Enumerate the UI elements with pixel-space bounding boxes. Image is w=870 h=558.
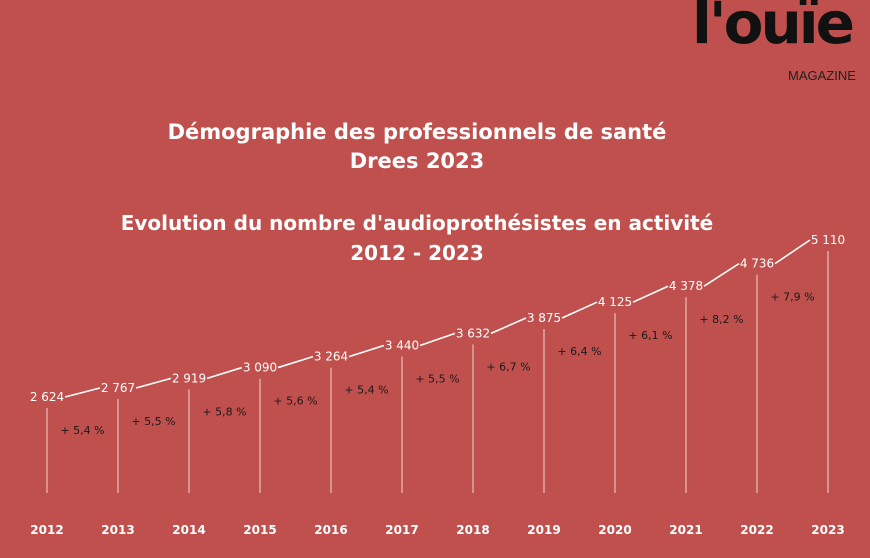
- growth-label: + 5,6 %: [273, 395, 317, 408]
- value-label: 3 440: [385, 338, 419, 352]
- title-line-2: Drees 2023: [349, 149, 485, 173]
- value-label: 4 125: [598, 295, 632, 309]
- x-tick-label: 2022: [740, 523, 773, 537]
- growth-label: + 6,1 %: [628, 329, 672, 342]
- x-tick-label: 2018: [456, 523, 489, 537]
- trend-segment: [703, 262, 740, 287]
- title-line-1: Démographie des professionnels de santé: [167, 120, 667, 144]
- x-tick-label: 2020: [598, 523, 631, 537]
- growth-label: + 6,4 %: [557, 345, 601, 358]
- x-tick-label: 2017: [385, 523, 418, 537]
- trend-segment: [348, 344, 385, 358]
- trend-segment: [774, 239, 811, 265]
- brand-logo: l'ouïe MAGAZINE: [688, 0, 870, 90]
- growth-label: + 5,5 %: [131, 415, 175, 428]
- trend-segment: [419, 332, 456, 347]
- value-label: 2 767: [101, 381, 135, 395]
- trend-segment: [206, 366, 243, 380]
- trend-segment: [561, 301, 598, 319]
- value-label: 3 632: [456, 326, 490, 340]
- trend-segment: [135, 377, 172, 389]
- value-label: 3 264: [314, 350, 348, 364]
- chart-title: Démographie des professionnels de santé …: [0, 118, 834, 176]
- value-label: 2 919: [172, 371, 206, 385]
- x-tick-label: 2016: [314, 523, 347, 537]
- value-label: 2 624: [30, 390, 64, 404]
- growth-label: + 8,2 %: [699, 313, 743, 326]
- logo-subtitle: MAGAZINE: [788, 68, 856, 83]
- value-label: 3 875: [527, 311, 561, 325]
- growth-label: + 5,5 %: [415, 372, 459, 385]
- value-label: 4 736: [740, 257, 774, 271]
- value-label: 5 110: [811, 233, 845, 247]
- growth-label: + 5,4 %: [344, 384, 388, 397]
- chart-subtitle: Evolution du nombre d'audioprothésistes …: [0, 208, 834, 268]
- subtitle-line-2: 2012 - 2023: [350, 241, 484, 265]
- x-tick-label: 2019: [527, 523, 560, 537]
- x-tick-label: 2012: [30, 523, 63, 537]
- x-tick-label: 2013: [101, 523, 134, 537]
- x-tick-label: 2014: [172, 523, 205, 537]
- value-label: 4 378: [669, 279, 703, 293]
- trend-segment: [490, 317, 527, 335]
- x-tick-label: 2023: [811, 523, 844, 537]
- x-tick-label: 2021: [669, 523, 702, 537]
- trend-segment: [632, 285, 669, 303]
- trend-segment: [277, 355, 314, 369]
- value-label: 3 090: [243, 361, 277, 375]
- subtitle-line-1: Evolution du nombre d'audioprothésistes …: [120, 211, 714, 235]
- growth-label: + 6,7 %: [486, 360, 530, 373]
- growth-label: + 5,8 %: [202, 405, 246, 418]
- trend-segment: [64, 387, 101, 398]
- logo-wordmark: l'ouïe: [692, 0, 855, 57]
- growth-label: + 5,4 %: [60, 424, 104, 437]
- x-tick-label: 2015: [243, 523, 276, 537]
- growth-label: + 7,9 %: [770, 291, 814, 304]
